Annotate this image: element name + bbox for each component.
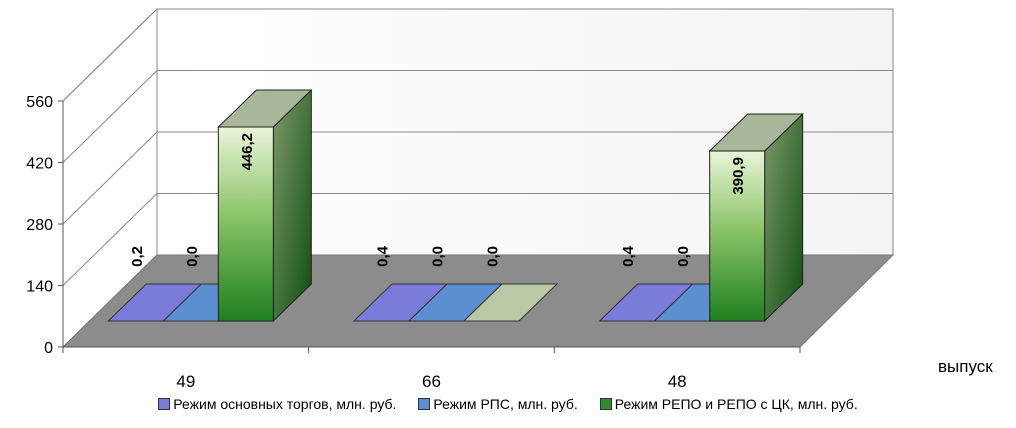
bar-front xyxy=(217,126,274,322)
legend-label-repo: Режим РЕПО и РЕПО с ЦК, млн. руб. xyxy=(614,396,858,412)
legend-label-main: Режим основных торгов, млн. руб. xyxy=(173,396,397,412)
x-tick-label: 49 xyxy=(176,372,195,390)
y-tick-label: 420 xyxy=(26,156,53,173)
legend-swatch-main xyxy=(158,398,171,410)
bar-front xyxy=(709,150,766,322)
y-tick-label: 0 xyxy=(44,340,53,357)
legend-swatch-rps xyxy=(418,398,431,410)
legend-item-repo: Режим РЕПО и РЕПО с ЦК, млн. руб. xyxy=(599,396,858,412)
y-tick-label: 560 xyxy=(26,94,53,111)
legend-item-main: Режим основных торгов, млн. руб. xyxy=(158,396,396,412)
bars xyxy=(107,88,804,323)
data-label: 0,0 xyxy=(430,246,447,267)
bar-chart: 0 140 280 420 560 49 66 48 0,2 0,0 446,2 0,4 0,0 0,0… xyxy=(26,7,895,390)
gridline-side xyxy=(62,193,158,286)
data-label: 390,9 xyxy=(730,157,747,195)
x-tick-label: 48 xyxy=(668,372,687,390)
x-tick-label: 66 xyxy=(422,372,441,390)
data-label: 446,2 xyxy=(239,133,256,171)
data-label: 0,0 xyxy=(485,246,502,267)
legend-item-rps: Режим РПС, млн. руб. xyxy=(418,396,578,412)
y-tick-label: 140 xyxy=(26,279,53,296)
legend: Режим основных торгов, млн. руб. Режим Р… xyxy=(0,396,1016,412)
data-label: 0,0 xyxy=(675,246,692,267)
x-axis-title: выпуск xyxy=(938,357,993,376)
gridline-side xyxy=(62,131,158,225)
data-label: 0,4 xyxy=(620,245,637,267)
data-label: 0,0 xyxy=(184,246,201,267)
gridline-side xyxy=(62,70,158,163)
legend-label-rps: Режим РПС, млн. руб. xyxy=(433,396,578,412)
bar-side xyxy=(272,88,312,323)
gridline-side xyxy=(62,8,158,102)
data-labels: 0,2 0,0 446,2 0,4 0,0 0,0 0,4 0,0 390,9 xyxy=(129,133,747,267)
bar-flat xyxy=(462,283,559,322)
data-label: 0,4 xyxy=(375,245,392,267)
data-label: 0,2 xyxy=(129,246,146,267)
y-tick-label: 280 xyxy=(26,217,53,234)
legend-swatch-repo xyxy=(599,398,612,410)
axes: 0 140 280 420 560 49 66 48 xyxy=(26,94,801,390)
